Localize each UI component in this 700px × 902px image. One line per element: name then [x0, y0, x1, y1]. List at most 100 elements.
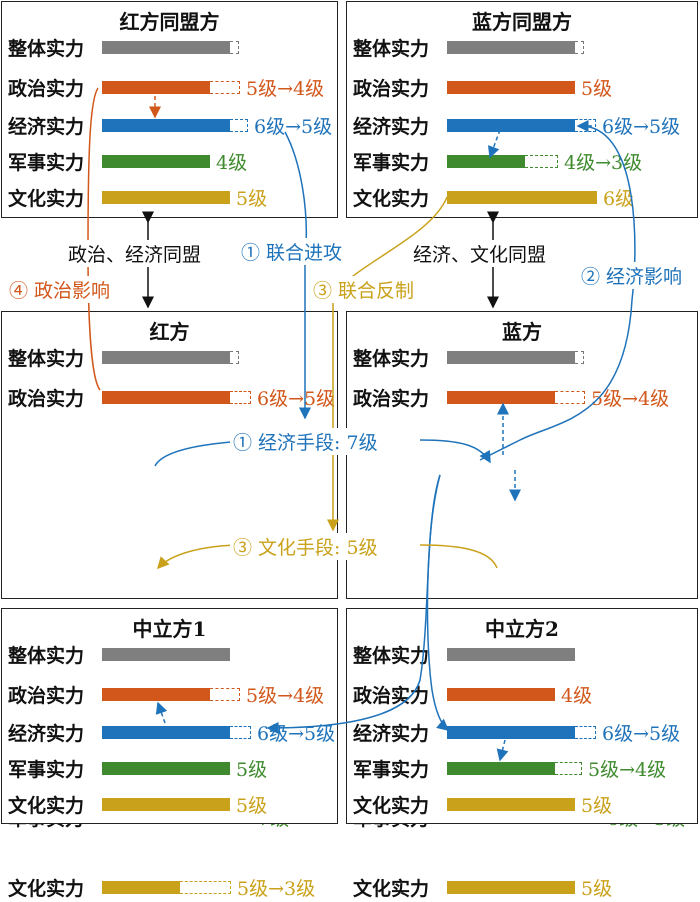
row-label: 文化实力: [8, 795, 85, 817]
row-label: 政治实力: [8, 388, 85, 410]
cultural-bar: [447, 798, 575, 811]
cultural-level: 5级: [236, 188, 268, 210]
joint-counter-label: ③ 联合反制: [310, 276, 418, 303]
military-level: 4级: [216, 152, 248, 174]
economic-lost-strength: [575, 726, 596, 739]
strength-row-cultural: 文化实力 5级: [347, 872, 697, 902]
row-label: 文化实力: [353, 188, 430, 210]
strength-row-overall: 整体实力: [347, 639, 697, 669]
strength-row-overall: 整体实力: [2, 32, 337, 62]
strength-row-cultural: 文化实力 5级: [2, 789, 337, 819]
panel-title: 蓝方: [502, 320, 542, 344]
strength-row-cultural: 文化实力 5级: [347, 789, 697, 819]
political-lost-strength: [230, 391, 251, 404]
economic-bar: [102, 726, 230, 739]
strength-row-political: 政治实力 4级: [347, 679, 697, 709]
strength-row-military: 军事实力 5级→4级: [347, 753, 697, 783]
row-label: 军事实力: [8, 759, 85, 781]
military-level: 5级: [236, 759, 268, 781]
overall-bar: [447, 351, 575, 364]
military-lost-strength: [525, 155, 558, 168]
row-label: 军事实力: [8, 152, 85, 174]
strength-row-cultural: 文化实力 5级: [2, 182, 337, 212]
cultural-bar: [102, 798, 230, 811]
political-bar: [102, 391, 230, 404]
strength-row-economic: 经济实力 6级→5级: [347, 717, 697, 747]
cultural-level: 5级: [581, 795, 613, 817]
economic-level: 6级→5级: [254, 116, 333, 138]
economic-bar: [447, 119, 575, 132]
political-level: 4级: [561, 685, 593, 707]
overall-bar: [102, 41, 230, 54]
strength-row-political: 政治实力 6级→5级: [2, 382, 337, 412]
row-label: 文化实力: [8, 878, 85, 900]
strength-row-political: 政治实力 5级→4级: [2, 72, 337, 102]
panel-neutral-1: 中立方1 整体实力 政治实力 5级→4级 经济实力 6级→5级 军事实力 5级 文化实力 5级: [1, 608, 338, 824]
row-label: 经济实力: [353, 723, 430, 745]
strength-row-economic: 经济实力 6级→5级: [347, 110, 697, 140]
panel-title: 中立方1: [132, 617, 207, 641]
panel-title: 蓝方同盟方: [472, 10, 572, 34]
cultural-means-label: ③ 文化手段: 5级: [230, 533, 381, 560]
political-lost-strength: [210, 81, 240, 94]
cultural-level: 5级→3级: [237, 878, 316, 900]
economic-level: 6级→5级: [602, 723, 681, 745]
strength-row-military: 军事实力 4级: [2, 146, 337, 176]
row-label: 政治实力: [8, 78, 85, 100]
military-bar: [102, 155, 210, 168]
panel-title: 红方: [149, 320, 190, 344]
row-label: 经济实力: [8, 723, 85, 745]
cultural-bar: [102, 191, 230, 204]
economic-influence-label: ② 经济影响: [578, 262, 686, 289]
political-bar: [447, 81, 575, 94]
overall-lost-strength: [575, 351, 584, 364]
cultural-bar: [102, 881, 180, 894]
military-level: 4级→3级: [564, 152, 643, 174]
panel-red-alliance: 红方同盟方 整体实力 政治实力 5级→4级 经济实力 6级→5级 军事实力 4级 文化实力 5级: [1, 1, 338, 218]
strength-row-cultural: 文化实力 6级: [347, 182, 697, 212]
row-label: 整体实力: [8, 645, 85, 667]
overall-lost-strength: [230, 351, 239, 364]
political-bar: [447, 688, 555, 701]
political-bar: [447, 391, 555, 404]
economic-level: 6级→5级: [602, 116, 681, 138]
cultural-level: 5级: [581, 878, 613, 900]
cultural-bar: [447, 881, 575, 894]
row-label: 军事实力: [353, 759, 430, 781]
strength-row-political: 政治实力 5级: [347, 72, 697, 102]
cultural-bar: [447, 191, 597, 204]
strength-row-overall: 整体实力: [2, 342, 337, 372]
panel-neutral-2: 中立方2 整体实力政治实力 4级经济实力 6级→5级军事实力 5级→4级 文化实力 5级: [346, 608, 698, 824]
panel-title: 中立方2: [485, 617, 559, 641]
row-label: 政治实力: [353, 388, 430, 410]
row-label: 整体实力: [353, 348, 430, 370]
political-level: 5级→4级: [246, 78, 325, 100]
political-level: 6级→5级: [257, 388, 336, 410]
political-lost-strength: [555, 391, 585, 404]
overall-bar: [102, 351, 230, 364]
overall-lost-strength: [575, 41, 584, 54]
panel-blue-alliance: 蓝方同盟方 整体实力 政治实力 5级 经济实力 6级→5级 军事实力 4级→3级 文化实力 6级: [346, 1, 698, 218]
cultural-level: 5级: [236, 795, 268, 817]
row-label: 整体实力: [8, 348, 85, 370]
economic-lost-strength: [230, 726, 251, 739]
cultural-lost-strength: [180, 881, 231, 894]
political-influence-label: ④ 政治影响: [6, 276, 114, 303]
economic-bar: [102, 119, 230, 132]
row-label: 文化实力: [8, 188, 85, 210]
cultural-level: 6级: [603, 188, 635, 210]
row-label: 政治实力: [353, 685, 430, 707]
political-level: 5级: [581, 78, 613, 100]
economic-level: 6级→5级: [257, 723, 336, 745]
panel-title: 红方同盟方: [119, 10, 220, 34]
row-label: 经济实力: [353, 116, 430, 138]
strength-row-political: 政治实力 5级→4级: [2, 679, 337, 709]
row-label: 整体实力: [353, 645, 430, 667]
overall-lost-strength: [230, 41, 239, 54]
strength-row-cultural: 文化实力 5级→3级: [2, 872, 337, 902]
strength-row-overall: 整体实力: [347, 32, 697, 62]
strength-row-military: 军事实力 5级: [2, 753, 337, 783]
political-level: 5级→4级: [246, 685, 325, 707]
